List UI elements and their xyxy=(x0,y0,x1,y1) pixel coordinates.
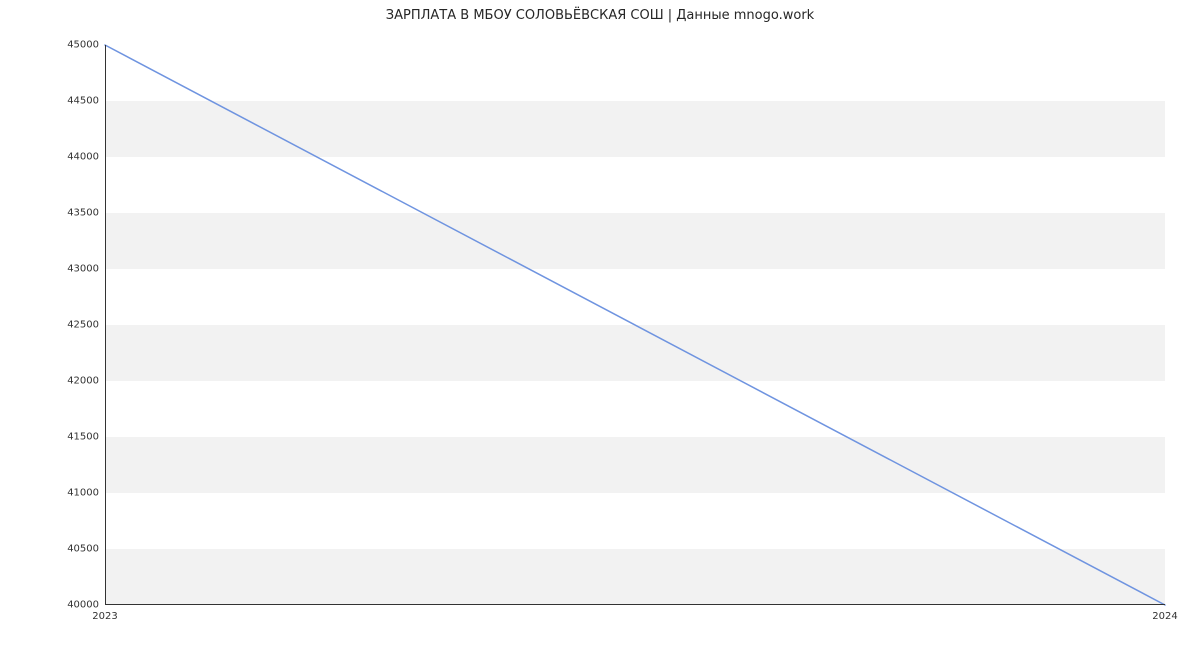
chart-line-layer xyxy=(105,45,1165,605)
x-tick-label: 2024 xyxy=(1152,605,1177,622)
y-tick-label: 42000 xyxy=(67,376,105,387)
y-tick-label: 43000 xyxy=(67,264,105,275)
y-tick-label: 43500 xyxy=(67,208,105,219)
y-tick-label: 41500 xyxy=(67,432,105,443)
chart-plot-area: 4000040500410004150042000425004300043500… xyxy=(105,45,1165,605)
chart-title: ЗАРПЛАТА В МБОУ СОЛОВЬЁВСКАЯ СОШ | Данны… xyxy=(0,8,1200,23)
y-tick-label: 41000 xyxy=(67,488,105,499)
y-tick-label: 40500 xyxy=(67,544,105,555)
y-tick-label: 42500 xyxy=(67,320,105,331)
y-tick-label: 45000 xyxy=(67,40,105,51)
y-tick-label: 44000 xyxy=(67,152,105,163)
x-axis-line xyxy=(105,604,1165,605)
y-axis-line xyxy=(105,45,106,605)
series-line xyxy=(105,45,1165,605)
y-tick-label: 44500 xyxy=(67,96,105,107)
x-tick-label: 2023 xyxy=(92,605,117,622)
